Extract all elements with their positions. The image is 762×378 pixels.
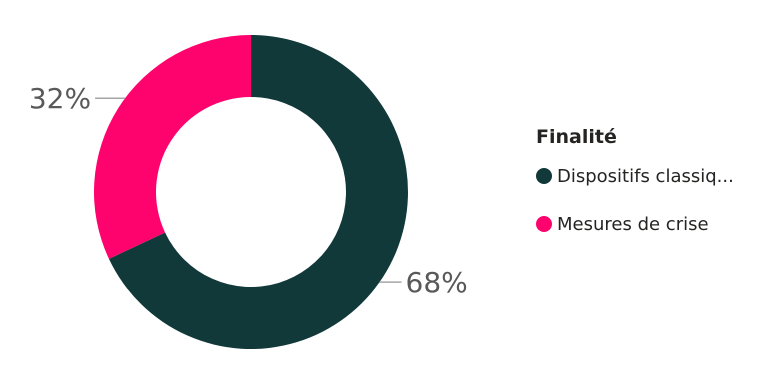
legend-item[interactable]: Mesures de crise (536, 212, 734, 236)
slice-dispositifs-classiq[interactable] (108, 35, 409, 349)
legend-marker-icon (536, 216, 552, 232)
legend-label: Dispositifs classiq... (557, 165, 734, 187)
legend: Finalité Dispositifs classiq... Mesures d… (536, 126, 734, 260)
slice-mesures-de-crise[interactable] (93, 35, 252, 259)
data-label: 68% (406, 266, 468, 299)
data-label: 32% (29, 82, 91, 115)
legend-title: Finalité (536, 126, 617, 148)
donut-slices (93, 35, 409, 349)
data-labels: 68% 32% (29, 82, 468, 299)
legend-marker-icon (536, 168, 552, 184)
legend-label: Mesures de crise (557, 213, 709, 235)
legend-item[interactable]: Dispositifs classiq... (536, 164, 734, 188)
legend-items: Dispositifs classiq... Mesures de crise (536, 164, 734, 236)
